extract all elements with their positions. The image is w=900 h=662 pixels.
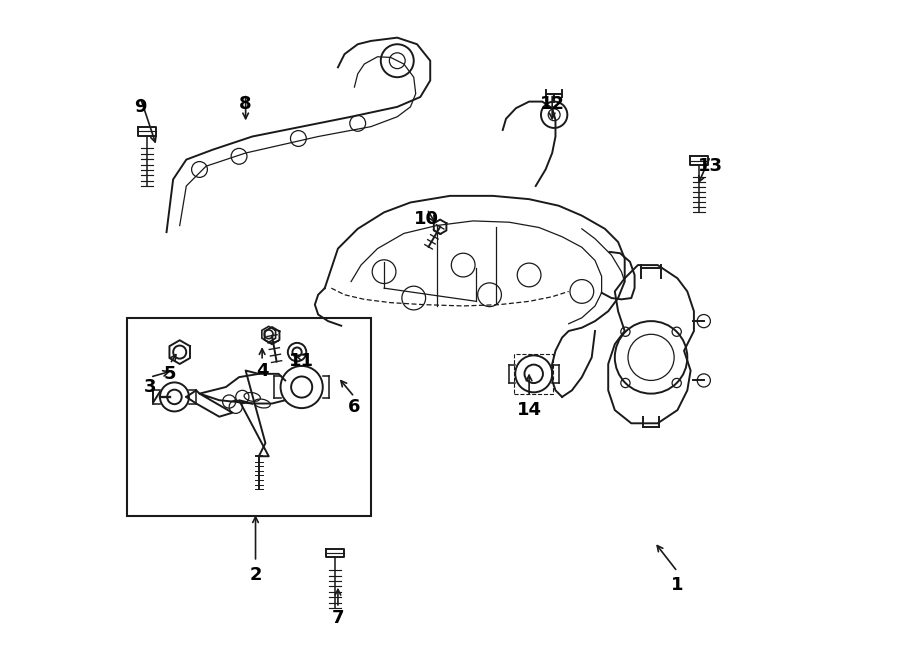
- Text: 10: 10: [414, 210, 439, 228]
- Text: 9: 9: [134, 98, 147, 116]
- Text: 8: 8: [239, 95, 252, 113]
- Text: 11: 11: [289, 352, 314, 369]
- Text: 2: 2: [249, 566, 262, 584]
- Text: 13: 13: [698, 157, 723, 175]
- Text: 12: 12: [540, 95, 564, 113]
- Text: 3: 3: [144, 378, 157, 396]
- Text: 7: 7: [332, 609, 344, 627]
- Bar: [514, 354, 554, 394]
- Bar: [127, 318, 371, 516]
- Text: 5: 5: [164, 365, 176, 383]
- Text: 6: 6: [348, 398, 361, 416]
- Text: 14: 14: [517, 401, 542, 419]
- Text: 4: 4: [256, 361, 268, 379]
- Text: 1: 1: [671, 576, 684, 594]
